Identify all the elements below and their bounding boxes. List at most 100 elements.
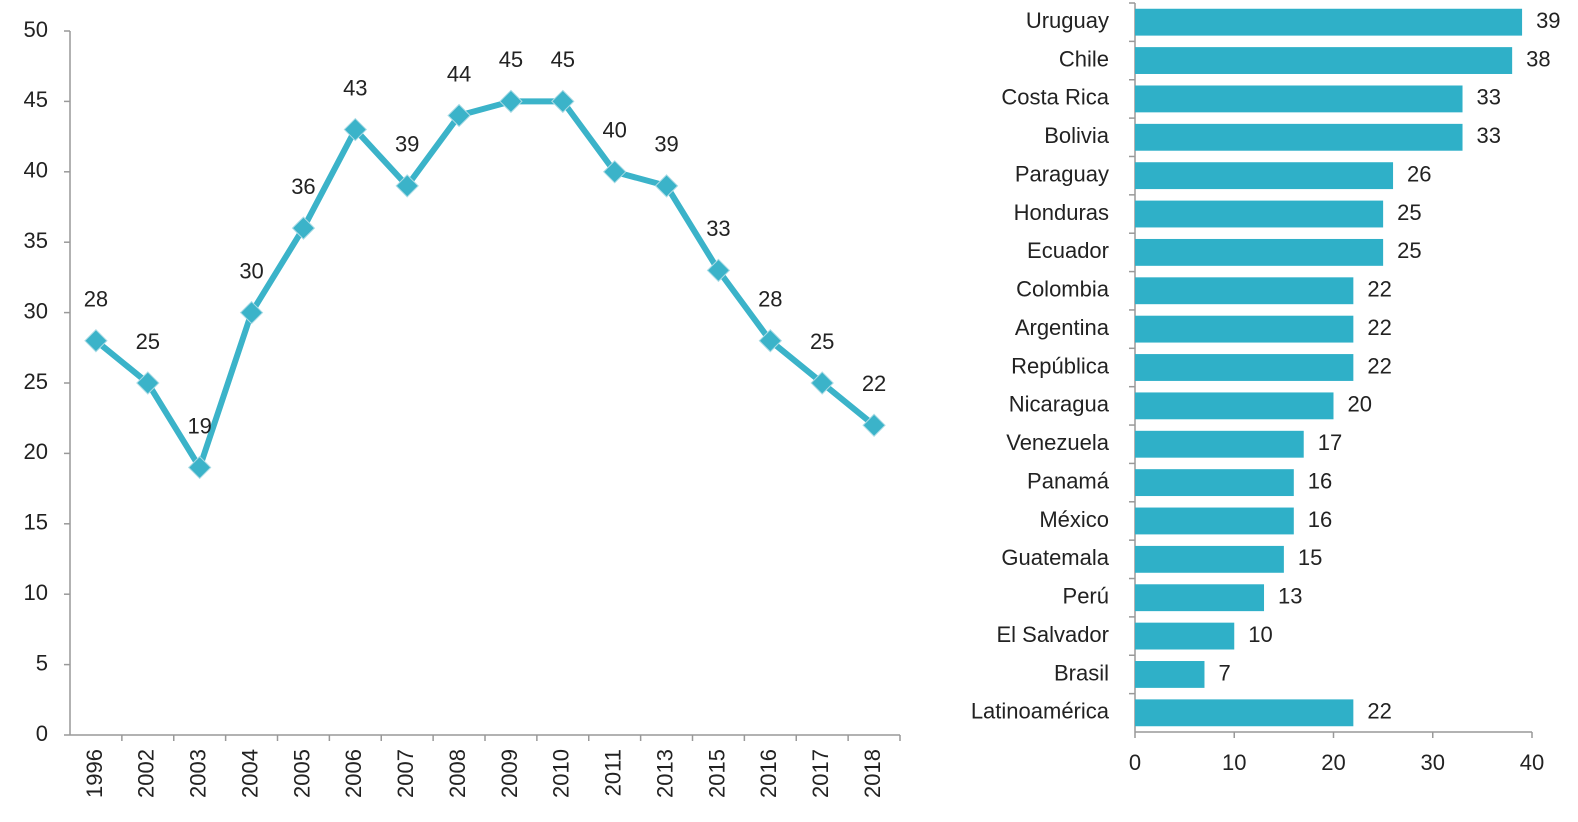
x-tick-label: 20 [1321,750,1345,775]
y-tick-label: 5 [36,650,48,675]
data-label: 44 [447,61,471,86]
y-tick-label: Paraguay [1015,161,1109,186]
data-label: 38 [1526,46,1550,71]
marker [758,329,783,353]
data-label: 20 [1348,392,1372,417]
data-label: 22 [1367,277,1391,302]
x-tick-label: 2008 [445,749,470,798]
x-tick-label: 2006 [341,749,366,798]
data-label: 22 [1367,353,1391,378]
bar [1135,47,1513,74]
y-tick-label: México [1039,507,1109,532]
data-label: 39 [654,132,678,157]
x-tick-label: 2004 [237,749,262,798]
marker [551,89,575,114]
bar [1135,238,1384,266]
data-label: 10 [1248,622,1272,647]
y-tick-label: Nicaragua [1009,392,1110,417]
bar [1135,469,1294,497]
marker [810,371,834,395]
data-label: 36 [291,174,315,199]
data-label: 7 [1218,660,1230,685]
x-tick-label: 2003 [186,749,211,798]
marker [291,216,316,240]
y-tick-label: Ecuador [1027,238,1109,263]
x-tick-label: 2018 [860,749,885,798]
data-label: 19 [187,413,211,438]
x-tick-label: 2010 [549,749,574,798]
y-tick-label: 20 [24,439,48,464]
data-label: 33 [706,216,730,241]
y-tick-label: Argentina [1015,315,1110,340]
marker [447,103,471,128]
bar [1135,315,1354,343]
data-label: 39 [395,132,419,157]
x-tick-label: 10 [1222,750,1246,775]
y-tick-label: Uruguay [1026,8,1109,33]
bar [1135,661,1205,688]
x-tick-label: 40 [1520,750,1544,775]
marker [343,117,368,142]
marker [602,160,627,184]
marker [862,413,886,437]
bar [1135,622,1235,650]
x-tick-label: 30 [1421,750,1445,775]
y-tick-label: 25 [24,369,48,394]
marker [499,89,523,114]
x-tick-label: 2002 [134,749,159,798]
bar [1135,430,1304,458]
data-label: 25 [810,329,834,354]
bar [1135,699,1354,727]
x-tick-label: 2005 [289,749,314,798]
data-label: 45 [551,47,575,72]
y-tick-label: 10 [24,580,48,605]
data-label: 13 [1278,584,1302,609]
data-label: 16 [1308,507,1332,532]
y-tick-label: Guatemala [1001,545,1109,570]
y-tick-label: Perú [1063,584,1109,609]
marker [84,329,108,353]
data-label: 22 [1367,699,1391,724]
y-tick-label: Brasil [1054,660,1109,685]
data-label: 45 [499,47,523,72]
bar [1135,8,1523,36]
marker [187,455,212,480]
y-tick-label: Costa Rica [1001,85,1109,110]
data-label: 28 [84,287,108,312]
x-tick-label: 2013 [652,749,677,798]
x-tick-label: 1996 [82,749,107,798]
x-tick-label: 2017 [808,749,833,798]
bar [1135,545,1284,573]
marker [136,371,160,395]
y-tick-label: 0 [36,721,48,746]
y-tick-label: Panamá [1027,468,1110,493]
data-label: 17 [1318,430,1342,455]
data-label: 25 [136,329,160,354]
y-tick-label: Venezuela [1006,430,1110,455]
marker [239,300,264,325]
bar [1135,200,1384,228]
data-label: 33 [1477,85,1501,110]
data-label: 40 [602,118,626,143]
data-label: 22 [862,371,886,396]
x-tick-label: 2016 [756,749,781,798]
y-tick-label: 50 [24,17,48,42]
y-tick-label: 30 [24,298,48,323]
y-tick-label: República [1011,353,1110,378]
bar [1135,277,1354,305]
data-label: 39 [1536,8,1560,33]
data-label: 30 [239,258,263,283]
bar [1135,123,1463,151]
data-label: 15 [1298,545,1322,570]
y-tick-label: 35 [24,228,48,253]
data-label: 28 [758,287,782,312]
bar [1135,584,1265,612]
y-tick-label: 45 [24,87,48,112]
y-tick-label: Chile [1059,46,1109,71]
data-label: 25 [1397,200,1421,225]
data-label: 43 [343,75,367,100]
y-tick-label: Colombia [1016,277,1110,302]
data-label: 33 [1477,123,1501,148]
y-tick-label: 40 [24,158,48,183]
